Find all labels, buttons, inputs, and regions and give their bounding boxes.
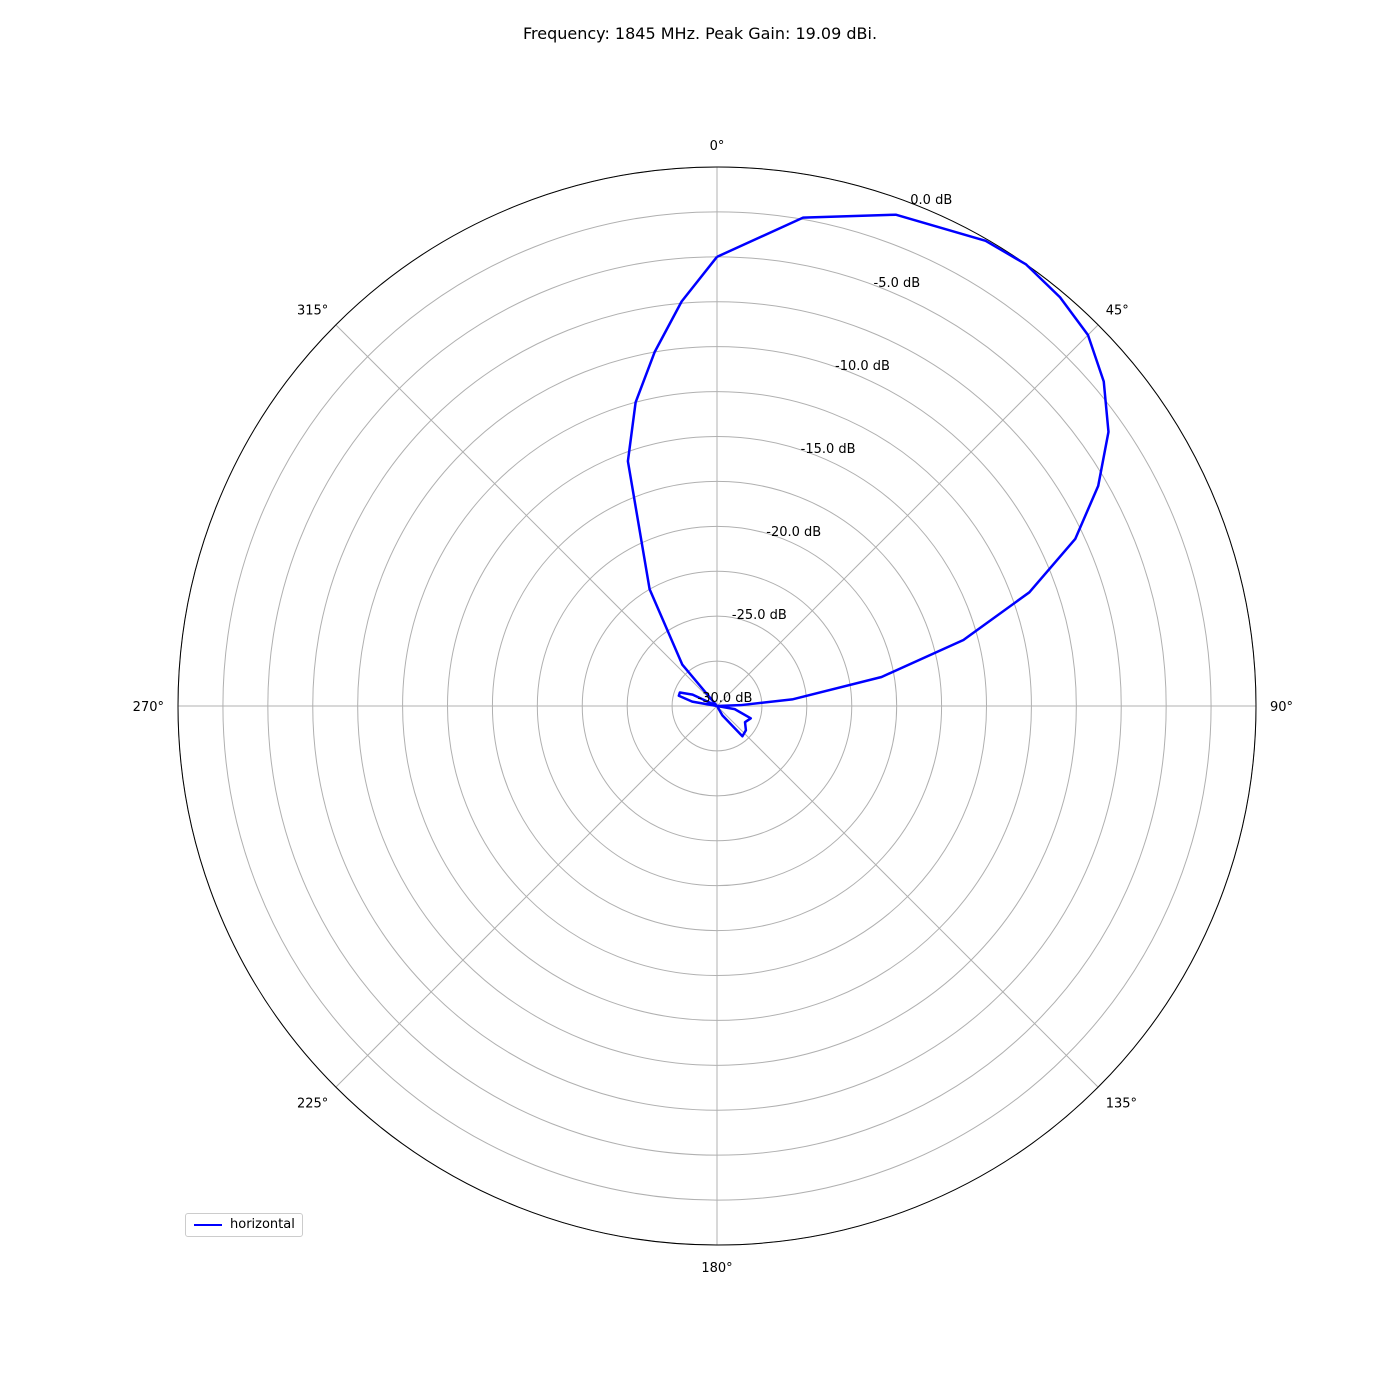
label-layer: 0° 45° 90° 135° 180° 225° 270° 315° -30.0 dB -25.… [133,139,1293,1276]
angle-tick-label: 90° [1270,700,1293,715]
angle-tick-label: 225° [297,1097,328,1112]
angular-grid-spoke [335,705,718,1088]
legend-swatch [194,1224,222,1226]
radial-tick-label: 0.0 dB [910,193,952,208]
chart-title: Frequency: 1845 MHz. Peak Gain: 19.09 dB… [522,24,878,43]
plot-boundary [177,166,1257,1246]
angular-grid-spoke [335,324,718,707]
radial-tick-label: -5.0 dB [874,276,921,291]
angle-tick-label: 0° [710,139,725,154]
grid-layer [177,166,1257,1246]
angle-tick-label: 270° [133,700,164,715]
angle-tick-label: 180° [701,1261,732,1276]
radial-tick-label: -20.0 dB [766,525,821,540]
angular-grid-spoke [716,324,1099,707]
legend: horizontal [185,1213,303,1237]
radial-tick-label: -30.0 dB [698,691,753,706]
angle-tick-label: 45° [1106,303,1129,318]
radial-tick-label: -15.0 dB [801,442,856,457]
angle-tick-label: 315° [297,303,328,318]
radial-tick-label: -10.0 dB [835,359,890,374]
series-layer [626,213,1110,738]
angular-grid-spoke [716,705,1099,1088]
angle-tick-label: 135° [1106,1097,1137,1112]
legend-label: horizontal [230,1217,295,1232]
series-line-horizontal [626,213,1110,738]
radial-tick-label: -25.0 dB [732,608,787,623]
